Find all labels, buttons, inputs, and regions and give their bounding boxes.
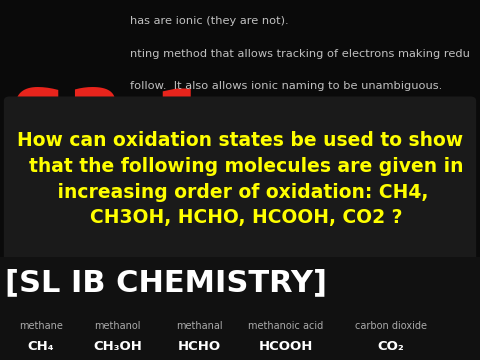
Text: Sum of O.S...: Sum of O.S... <box>29 233 97 243</box>
Bar <box>0 257 480 360</box>
Text: Group...: Group... <box>29 212 71 222</box>
Text: Hydr...: Hydr... <box>29 192 63 202</box>
Text: [SL IB CHEMISTRY]: [SL IB CHEMISTRY] <box>5 268 327 297</box>
Text: methanal: methanal <box>176 321 223 331</box>
Text: 7): 7) <box>5 253 15 264</box>
Text: CH₄: CH₄ <box>27 340 54 353</box>
Text: CO₂: CO₂ <box>378 340 405 353</box>
Text: follow.  It also allows ionic naming to be unambiguous.: follow. It also allows ionic naming to b… <box>130 81 442 91</box>
Text: How can oxidation states be used to show
  that the following molecules are give: How can oxidation states be used to show… <box>16 131 464 228</box>
Text: methanol: methanol <box>95 321 141 331</box>
Text: Halogens in a compound are probably -1.: Halogens in a compound are probably -1. <box>29 253 244 264</box>
Text: nting method that allows tracking of electrons making redu: nting method that allows tracking of ele… <box>130 49 469 59</box>
Text: methane: methane <box>19 321 63 331</box>
Text: methanoic acid: methanoic acid <box>248 321 323 331</box>
Text: Elements are O.S. of zero: Elements are O.S. of zero <box>29 130 161 140</box>
Text: 6): 6) <box>5 233 15 243</box>
Text: S3.1: S3.1 <box>10 86 210 165</box>
Text: 2): 2) <box>5 151 15 161</box>
Text: ca,: ca, <box>5 110 20 120</box>
Text: 4): 4) <box>5 192 15 202</box>
Text: carbon dioxide: carbon dioxide <box>355 321 427 331</box>
Text: on states: on states <box>29 110 77 120</box>
FancyBboxPatch shape <box>4 96 476 262</box>
Text: 5): 5) <box>5 212 15 222</box>
Text: HCHO: HCHO <box>178 340 221 353</box>
Text: 3): 3) <box>5 171 15 181</box>
Text: has are ionic (they are not).: has are ionic (they are not). <box>130 16 288 26</box>
Text: 1): 1) <box>5 130 15 140</box>
Text: then -1.: then -1. <box>413 171 454 181</box>
Text: CH₃OH: CH₃OH <box>93 340 142 353</box>
Text: HCOOH: HCOOH <box>258 340 313 353</box>
